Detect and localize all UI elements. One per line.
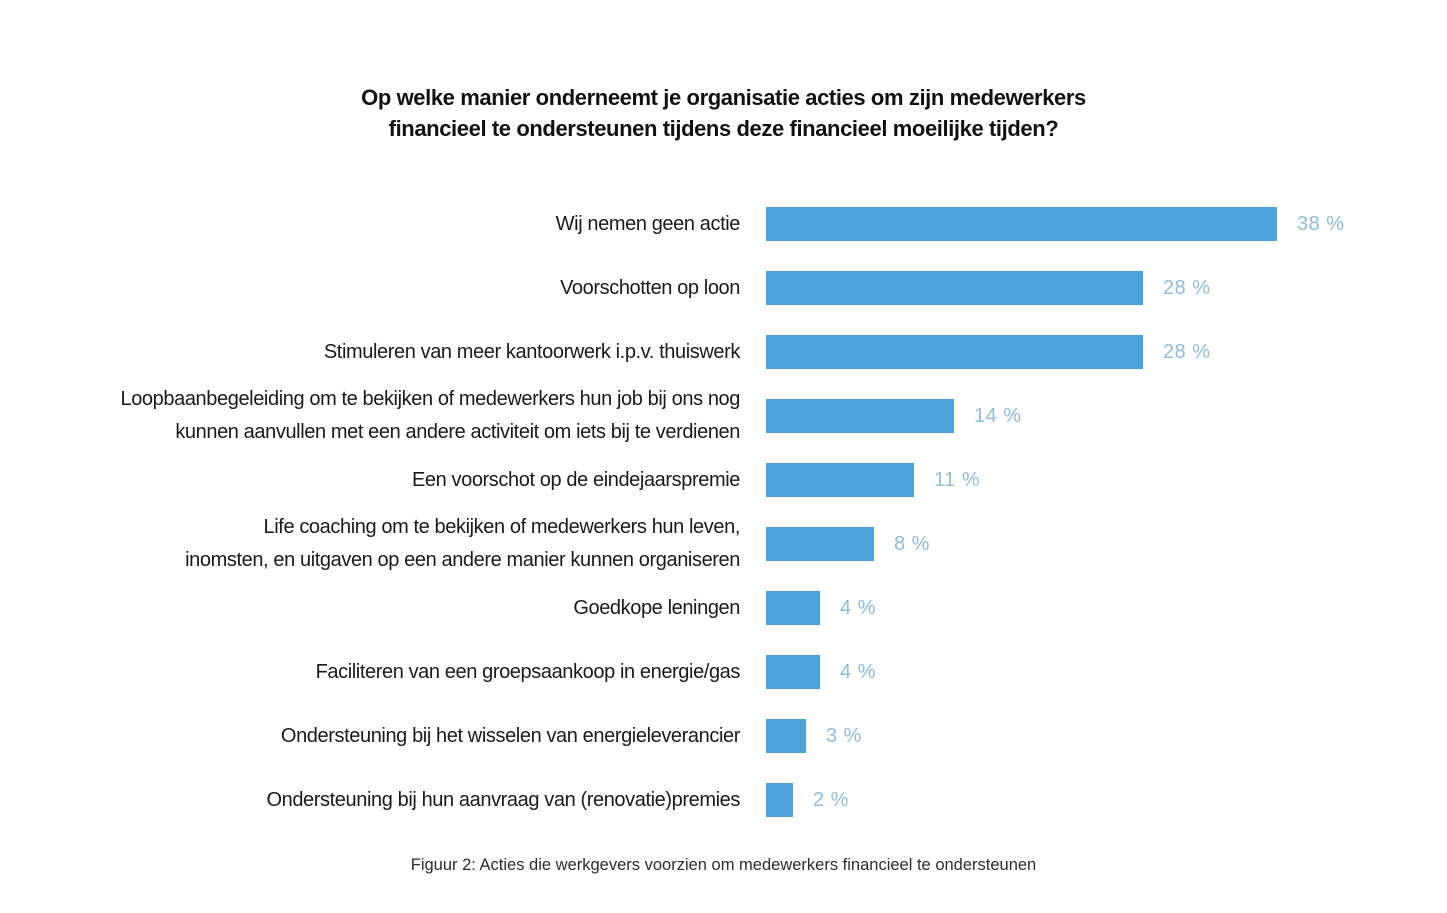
bar	[766, 207, 1277, 241]
value-label: 4 %	[840, 596, 876, 619]
category-label: Een voorschot op de eindejaarspremie	[411, 468, 740, 491]
bar-track: 38 %	[766, 207, 1345, 241]
category-label: Loopbaanbegeleiding om te bekijken of me…	[120, 388, 740, 443]
value-label: 3 %	[826, 724, 862, 747]
bar-row: Life coaching om te bekijken of medewerk…	[0, 512, 1447, 576]
bar-track: 28 %	[766, 271, 1211, 305]
bar-track: 2 %	[766, 783, 849, 817]
bar-row: Goedkope leningen 4 %	[0, 576, 1447, 640]
bar	[766, 399, 954, 433]
bar	[766, 591, 820, 625]
value-label: 28 %	[1163, 276, 1211, 299]
bar-track: 14 %	[766, 399, 1022, 433]
chart-title: Op welke manier onderneemt je organisati…	[361, 85, 1086, 141]
category-label: Goedkope leningen	[573, 596, 740, 619]
bar-row: Wij nemen geen actie 38 %	[0, 192, 1447, 256]
bar	[766, 463, 914, 497]
value-label: 38 %	[1297, 212, 1345, 235]
bar-track: 8 %	[766, 527, 930, 561]
value-label: 14 %	[974, 404, 1022, 427]
category-label: Stimuleren van meer kantoorwerk i.p.v. t…	[323, 340, 741, 363]
category-label: Faciliteren van een groepsaankoop in ene…	[315, 660, 741, 683]
bar-track: 11 %	[766, 463, 980, 497]
bar	[766, 335, 1143, 369]
value-label: 8 %	[894, 532, 930, 555]
figure-caption: Figuur 2: Acties die werkgevers voorzien…	[410, 856, 1037, 874]
value-label: 28 %	[1163, 340, 1211, 363]
bar-row: Stimuleren van meer kantoorwerk i.p.v. t…	[0, 320, 1447, 384]
bar	[766, 719, 806, 753]
bar-track: 4 %	[766, 655, 876, 689]
category-label: Voorschotten op loon	[560, 276, 740, 299]
bar-row: Ondersteuning bij hun aanvraag van (reno…	[0, 768, 1447, 832]
bar-track: 28 %	[766, 335, 1211, 369]
value-label: 11 %	[934, 468, 981, 491]
bar	[766, 271, 1143, 305]
category-label: Wij nemen geen actie	[555, 212, 741, 235]
value-label: 2 %	[813, 788, 849, 811]
bar-track: 4 %	[766, 591, 876, 625]
value-label: 4 %	[840, 660, 876, 683]
bar-row: Faciliteren van een groepsaankoop in ene…	[0, 640, 1447, 704]
bar-row: Loopbaanbegeleiding om te bekijken of me…	[0, 384, 1447, 448]
bar-row: Een voorschot op de eindejaarspremie 11 %	[0, 448, 1447, 512]
bar-row: Voorschotten op loon 28 %	[0, 256, 1447, 320]
category-label: Ondersteuning bij het wisselen van energ…	[280, 724, 740, 747]
bar-rows: Wij nemen geen actie 38 % Voorschotten op …	[0, 192, 1447, 832]
category-label: Life coaching om te bekijken of medewerk…	[185, 516, 740, 571]
bar-track: 3 %	[766, 719, 862, 753]
bar-row: Ondersteuning bij het wisselen van energ…	[0, 704, 1447, 768]
category-label: Ondersteuning bij hun aanvraag van (reno…	[266, 788, 740, 811]
bar	[766, 783, 793, 817]
bar	[766, 527, 874, 561]
bar	[766, 655, 820, 689]
